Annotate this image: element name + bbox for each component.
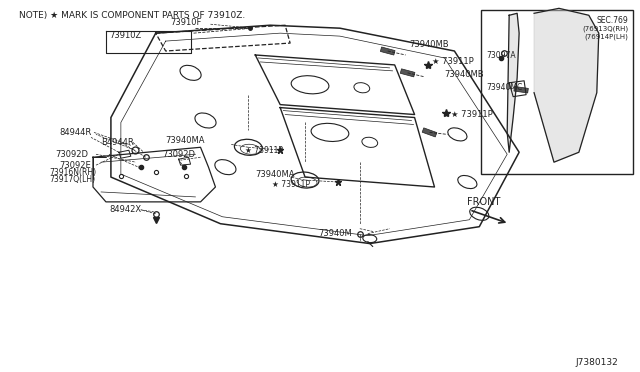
Text: 73092D: 73092D (163, 150, 196, 159)
Text: 73940MB: 73940MB (410, 39, 449, 49)
Text: ★ 73911P: ★ 73911P (431, 57, 473, 67)
Text: 73940M: 73940M (318, 229, 352, 238)
Text: B4944R: B4944R (101, 138, 134, 147)
Text: 73097A: 73097A (486, 51, 516, 61)
Text: (76914P(LH): (76914P(LH) (585, 33, 628, 40)
Text: 73916N(RH): 73916N(RH) (49, 168, 96, 177)
Polygon shape (400, 69, 415, 77)
Polygon shape (534, 8, 599, 162)
Text: 73940MA: 73940MA (166, 136, 205, 145)
Polygon shape (380, 47, 395, 55)
Text: 73910F: 73910F (171, 18, 202, 27)
Text: SEC.769: SEC.769 (597, 16, 628, 25)
Text: 73910Z: 73910Z (109, 31, 141, 40)
Text: FRONT: FRONT (467, 197, 500, 207)
Text: 73940MB: 73940MB (444, 70, 484, 79)
Text: 73917Q(LH): 73917Q(LH) (49, 174, 95, 183)
Text: NOTE) ★ MARK IS COMPONENT PARTS OF 73910Z.: NOTE) ★ MARK IS COMPONENT PARTS OF 73910… (19, 11, 246, 20)
Text: 73940MA: 73940MA (255, 170, 295, 179)
Text: 84944R: 84944R (59, 128, 92, 137)
Text: 84942X: 84942X (109, 205, 141, 214)
Text: J7380132: J7380132 (576, 358, 619, 367)
Bar (481, 10, 632, 174)
Polygon shape (422, 128, 437, 137)
Text: ★ 73911P: ★ 73911P (245, 146, 284, 155)
Text: 73092E: 73092E (59, 161, 91, 170)
Text: 73940MC: 73940MC (486, 83, 522, 92)
Text: (76913Q(RH): (76913Q(RH) (582, 25, 628, 32)
Polygon shape (507, 13, 519, 152)
Text: 73092D: 73092D (55, 150, 88, 159)
Polygon shape (514, 86, 529, 93)
Text: ★ 73911P: ★ 73911P (451, 110, 493, 119)
Text: ★ 73911P: ★ 73911P (272, 180, 310, 189)
